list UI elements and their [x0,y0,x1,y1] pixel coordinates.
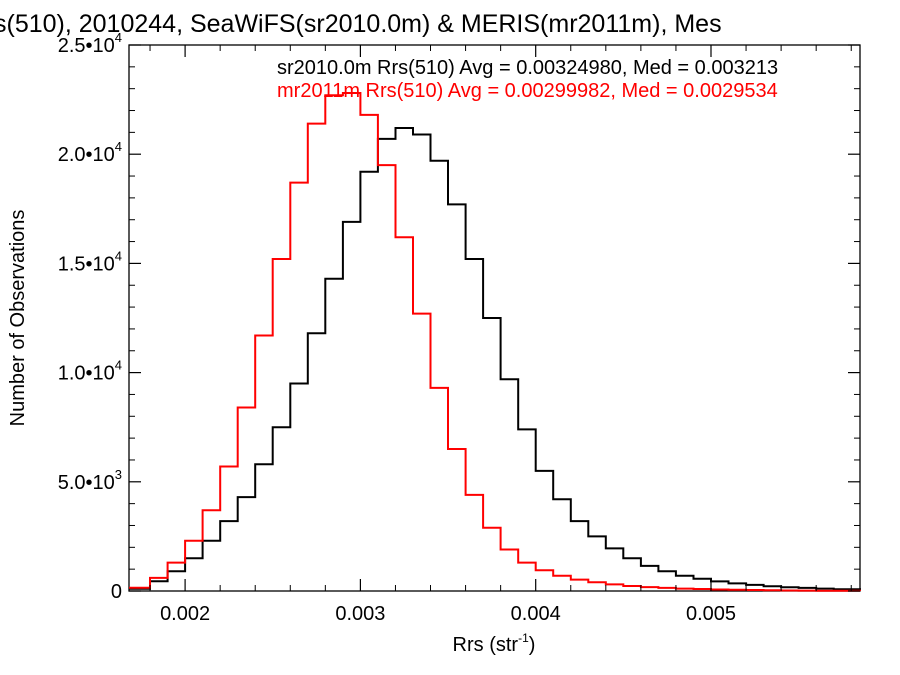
y-tick-label: 2.5•104 [58,30,122,57]
x-axis-label-close: ) [529,634,536,656]
y-tick-label: 0 [111,581,122,603]
plot-area [128,44,861,592]
x-axis: 0.002 0.003 0.004 0.005 [149,45,852,625]
x-axis-label-exponent: -1 [518,631,529,645]
chart-title: s(510), 2010244, SeaWiFS(sr2010.0m) & ME… [0,10,722,38]
plot-frame [128,44,861,592]
y-tick-label: 5.0•103 [58,467,122,494]
legend-annotation-red: mr2011m Rrs(510) Avg = 0.00299982, Med =… [277,80,778,102]
series-line-1 [129,92,861,592]
y-tick-label: 1.5•104 [58,248,122,275]
x-tick-label: 0.003 [335,603,385,625]
y-axis-label: Number of Observations [7,210,29,427]
y-tick-label: 2.0•104 [58,139,122,166]
x-axis-label: Rrs (str-1) [453,631,536,656]
x-tick-label: 0.005 [686,603,736,625]
x-axis-label-main: Rrs (str [453,634,519,656]
y-axis: 0 5.0•103 1.0•104 1.5•104 2.0•104 2.5•104 [58,30,860,603]
legend-annotation-black: sr2010.0m Rrs(510) Avg = 0.00324980, Med… [277,57,778,79]
series-line-0 [129,127,861,591]
x-tick-label: 0.002 [160,603,210,625]
x-tick-label: 0.004 [511,603,561,625]
y-tick-label: 1.0•104 [58,358,122,385]
series-layer [129,92,861,592]
